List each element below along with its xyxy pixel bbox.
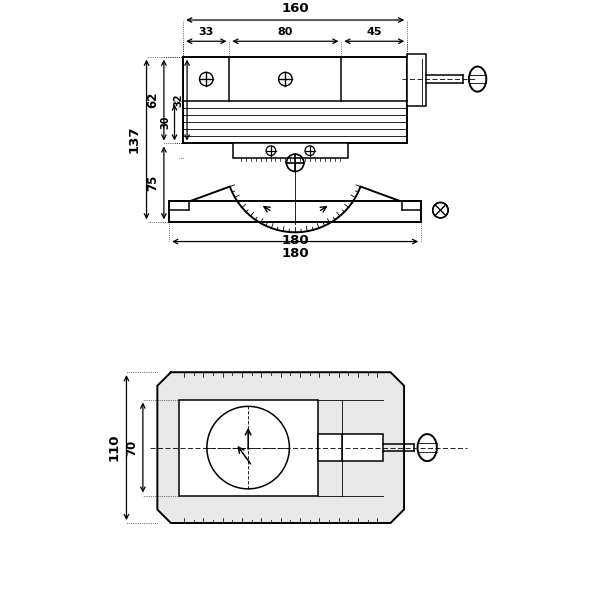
FancyBboxPatch shape [407, 54, 427, 106]
Text: 110: 110 [107, 434, 121, 461]
FancyBboxPatch shape [179, 400, 318, 496]
Text: 62: 62 [146, 92, 159, 108]
Text: 70: 70 [125, 439, 138, 456]
FancyBboxPatch shape [233, 143, 347, 158]
Polygon shape [157, 372, 404, 523]
FancyBboxPatch shape [318, 434, 383, 461]
Text: 160: 160 [281, 2, 309, 15]
Text: 33: 33 [199, 28, 214, 37]
Text: 45: 45 [367, 28, 382, 37]
FancyBboxPatch shape [183, 56, 407, 143]
Text: 32: 32 [173, 94, 183, 107]
Text: 30: 30 [161, 116, 170, 129]
Text: 180: 180 [281, 235, 309, 247]
Text: 180: 180 [281, 247, 309, 260]
Text: 80: 80 [278, 28, 293, 37]
Text: 75: 75 [146, 175, 159, 191]
FancyBboxPatch shape [169, 201, 421, 222]
Text: 137: 137 [128, 126, 141, 153]
